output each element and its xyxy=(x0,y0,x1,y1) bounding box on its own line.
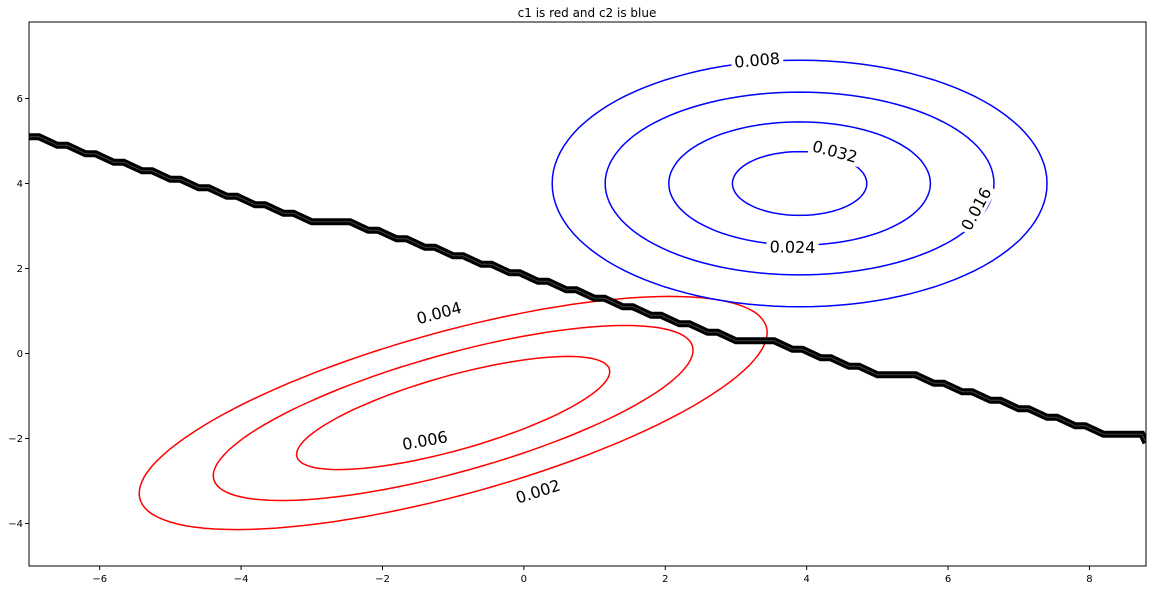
decision-boundary xyxy=(29,133,1146,445)
contour-level-0.016 xyxy=(604,91,995,276)
contour-label: 0.016 xyxy=(957,184,995,233)
x-axis: −6 −4 −2 0 2 4 6 8 xyxy=(92,566,1093,585)
contour-label-gap xyxy=(956,181,997,237)
x-tick-label: 6 xyxy=(945,574,951,585)
contour-level-0.002 xyxy=(138,295,768,531)
contour-level-0.024 xyxy=(668,121,932,246)
contour-label: 0.024 xyxy=(769,237,815,257)
x-tick-label: −6 xyxy=(92,574,107,585)
contour-label: 0.004 xyxy=(414,298,463,328)
y-tick-label: 0 xyxy=(17,349,23,360)
y-tick-label: 4 xyxy=(17,179,23,190)
y-tick-label: 2 xyxy=(17,264,23,275)
contour-label: 0.032 xyxy=(810,137,859,167)
chart-title: c1 is red and c2 is blue xyxy=(518,6,657,20)
contour-level-0.004 xyxy=(212,324,694,502)
contour-label-gap xyxy=(766,237,819,257)
contour-label: 0.006 xyxy=(401,427,449,454)
x-tick-label: −4 xyxy=(234,574,249,585)
contour-level-0.006 xyxy=(295,355,611,471)
contour-level-0.008 xyxy=(551,59,1048,308)
x-tick-label: 8 xyxy=(1086,574,1092,585)
x-tick-label: 2 xyxy=(662,574,668,585)
contour-label-gap xyxy=(397,427,453,455)
y-axis: −4 −2 0 2 4 6 xyxy=(8,94,29,530)
plot-area: 0.002 0.004 0.006 0.008 0.016 0.024 0.032 xyxy=(29,49,1146,531)
contour-label: 0.002 xyxy=(513,476,562,508)
contour-label: 0.008 xyxy=(734,49,781,72)
contour-label-gap xyxy=(411,297,467,329)
contour-label-gap xyxy=(510,475,566,509)
y-tick-label: −2 xyxy=(8,434,23,445)
x-tick-label: −2 xyxy=(375,574,390,585)
decision-boundary-inner xyxy=(29,136,1146,444)
contour-label-gap xyxy=(730,49,784,72)
contour-lines xyxy=(138,59,1048,531)
axes-frame xyxy=(28,21,1147,567)
x-tick-label: 4 xyxy=(803,574,809,585)
y-tick-label: 6 xyxy=(17,94,23,105)
contour-label-gap xyxy=(807,136,863,168)
contour-labels: 0.002 0.004 0.006 0.008 0.016 0.024 0.032 xyxy=(397,49,997,509)
x-tick-label: 0 xyxy=(521,574,527,585)
y-tick-label: −4 xyxy=(8,519,23,530)
